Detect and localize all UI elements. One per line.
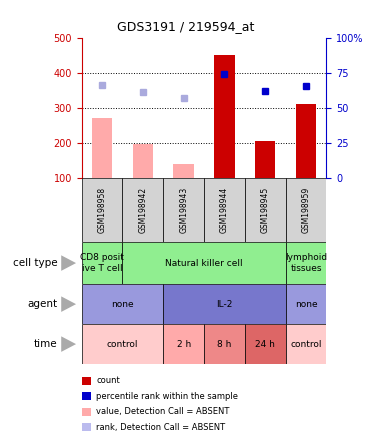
Text: 2 h: 2 h xyxy=(177,340,191,349)
Text: GSM198943: GSM198943 xyxy=(179,186,188,233)
Text: GSM198942: GSM198942 xyxy=(138,187,147,233)
Bar xyxy=(214,55,235,178)
Text: GSM198958: GSM198958 xyxy=(98,187,106,233)
Text: Natural killer cell: Natural killer cell xyxy=(165,258,243,268)
Polygon shape xyxy=(61,297,76,312)
Bar xyxy=(296,104,316,178)
Bar xyxy=(174,164,194,178)
Text: none: none xyxy=(111,300,134,309)
Bar xyxy=(286,178,326,242)
Bar xyxy=(163,178,204,242)
Bar xyxy=(82,392,91,400)
Bar xyxy=(245,178,286,242)
Bar xyxy=(163,284,286,324)
Text: GSM198959: GSM198959 xyxy=(302,186,311,233)
Text: lymphoid
tissues: lymphoid tissues xyxy=(285,254,327,273)
Text: CD8 posit
ive T cell: CD8 posit ive T cell xyxy=(80,254,124,273)
Text: count: count xyxy=(96,376,120,385)
Text: GSM198945: GSM198945 xyxy=(261,186,270,233)
Text: control: control xyxy=(107,340,138,349)
Bar xyxy=(133,144,153,178)
Text: IL-2: IL-2 xyxy=(216,300,233,309)
Text: value, Detection Call = ABSENT: value, Detection Call = ABSENT xyxy=(96,407,230,416)
Bar xyxy=(92,118,112,178)
Text: rank, Detection Call = ABSENT: rank, Detection Call = ABSENT xyxy=(96,423,226,432)
Text: 8 h: 8 h xyxy=(217,340,232,349)
Text: time: time xyxy=(34,339,58,349)
Text: cell type: cell type xyxy=(13,258,58,268)
Bar xyxy=(82,423,91,432)
Bar xyxy=(255,141,276,178)
Bar xyxy=(286,324,326,364)
Polygon shape xyxy=(61,337,76,352)
Bar xyxy=(82,178,122,242)
Bar xyxy=(82,242,122,284)
Bar xyxy=(82,408,91,416)
Text: control: control xyxy=(290,340,322,349)
Bar xyxy=(204,324,245,364)
Text: GDS3191 / 219594_at: GDS3191 / 219594_at xyxy=(117,20,254,33)
Bar xyxy=(204,178,245,242)
Text: none: none xyxy=(295,300,317,309)
Bar xyxy=(122,178,163,242)
Bar xyxy=(82,377,91,385)
Text: percentile rank within the sample: percentile rank within the sample xyxy=(96,392,238,401)
Bar xyxy=(82,284,163,324)
Bar xyxy=(286,242,326,284)
Text: 24 h: 24 h xyxy=(255,340,275,349)
Bar xyxy=(122,242,286,284)
Bar xyxy=(245,324,286,364)
Text: agent: agent xyxy=(27,299,58,309)
Text: GSM198944: GSM198944 xyxy=(220,186,229,233)
Polygon shape xyxy=(61,255,76,271)
Bar xyxy=(163,324,204,364)
Bar xyxy=(286,284,326,324)
Bar xyxy=(82,324,163,364)
